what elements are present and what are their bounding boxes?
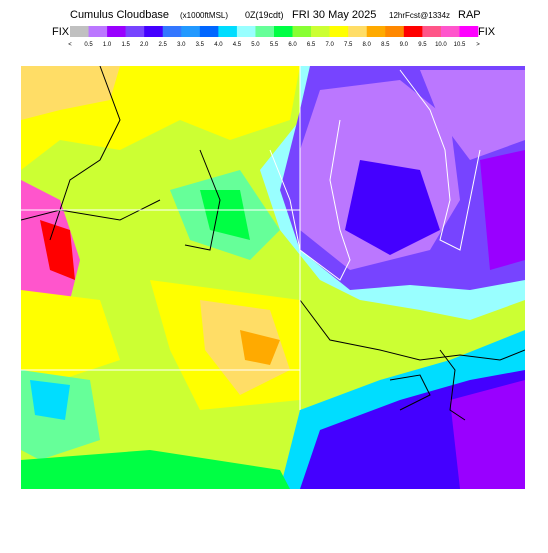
legend-label: 3.0 [177,42,186,48]
units: (x1000ftMSL) [180,11,228,20]
legend-label: 2.0 [140,42,149,48]
legend-label: 6.5 [307,42,316,48]
product-title: Cumulus Cloudbase [70,9,169,21]
legend-label: 1.5 [121,42,130,48]
legend-swatch [292,26,312,37]
legend-swatch [88,26,108,37]
legend-label: 7.5 [344,42,353,48]
legend-label: 1.0 [103,42,112,48]
fix-link[interactable]: FIX [52,26,70,38]
legend-swatch [459,26,479,37]
legend-swatch [311,26,330,37]
legend-swatch [218,26,238,37]
legend-swatch [440,26,460,37]
legend-swatch [181,26,201,37]
legend-label: < [68,42,72,48]
legend-swatch [107,26,126,37]
date: FRI 30 May 2025 [292,9,376,21]
legend-swatch [125,26,145,37]
legend-swatch [274,26,293,37]
fix-link[interactable]: FIX [478,26,496,38]
model: RAP [458,9,481,21]
legend-swatch [329,26,349,37]
legend-swatch [144,26,164,37]
legend-swatch [199,26,219,37]
legend-label: 9.0 [400,42,409,48]
legend-swatch [70,26,89,37]
legend-label: 4.0 [214,42,223,48]
legend-label: > [476,42,480,48]
legend-label: 9.5 [418,42,427,48]
valid-time: 0Z(19cdt) [245,10,284,20]
legend-swatch [403,26,423,37]
legend-swatch [385,26,405,37]
map [21,66,525,489]
legend-swatch [366,26,386,37]
legend-label: 3.5 [196,42,205,48]
legend-label: 10.0 [435,42,447,48]
legend-label: 2.5 [159,42,168,48]
legend-label: 8.5 [381,42,390,48]
legend-label: 5.5 [270,42,279,48]
legend-label: 6.0 [288,42,297,48]
legend-label: 5.0 [251,42,260,48]
legend-swatch [162,26,182,37]
legend-swatch [236,26,256,37]
legend-label: 8.0 [363,42,372,48]
forecast: 12hrFcst@1334z [389,11,450,20]
legend-label: 10.5 [454,42,466,48]
legend-swatch [422,26,442,37]
legend-swatch [348,26,368,37]
color-legend: <0.5 1.0 1.5 2.0 2.5 3.0 3.5 4.0 4.5 5.0 5.5 6.0 6.5… [68,26,480,48]
legend-label: 7.0 [325,42,334,48]
legend-label: 4.5 [233,42,242,48]
legend-swatch [255,26,275,37]
legend-label: 0.5 [84,42,93,48]
